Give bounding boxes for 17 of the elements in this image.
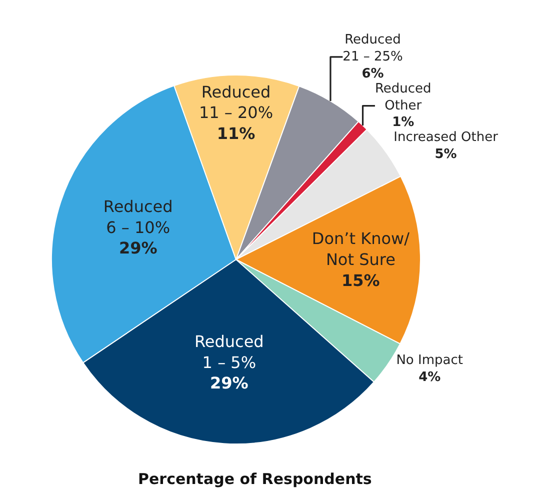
slice-label: No Impact (396, 352, 463, 368)
data-label: 15% (342, 270, 380, 290)
data-label: 1% (392, 115, 414, 130)
data-label: 29% (118, 238, 158, 258)
slice-label: Reduced 1 – 5% (194, 332, 264, 372)
slice-label: Reduced Other (374, 81, 432, 114)
data-label: 29% (210, 374, 248, 393)
data-label: 6% (362, 66, 384, 82)
slice-label: Reduced 11 – 20% (198, 82, 274, 122)
slice-label: Don’t Know/ Not Sure (312, 229, 410, 269)
slice-label: Increased Other (394, 130, 499, 146)
data-label: 5% (434, 147, 457, 162)
slice-label: Reduced 6 – 10% (103, 197, 173, 237)
slice-label: Reduced 21 – 25% (342, 32, 403, 64)
text: Percentage of Respondents (138, 470, 372, 488)
data-label: 4% (418, 370, 441, 385)
data-label: 11% (216, 124, 256, 143)
